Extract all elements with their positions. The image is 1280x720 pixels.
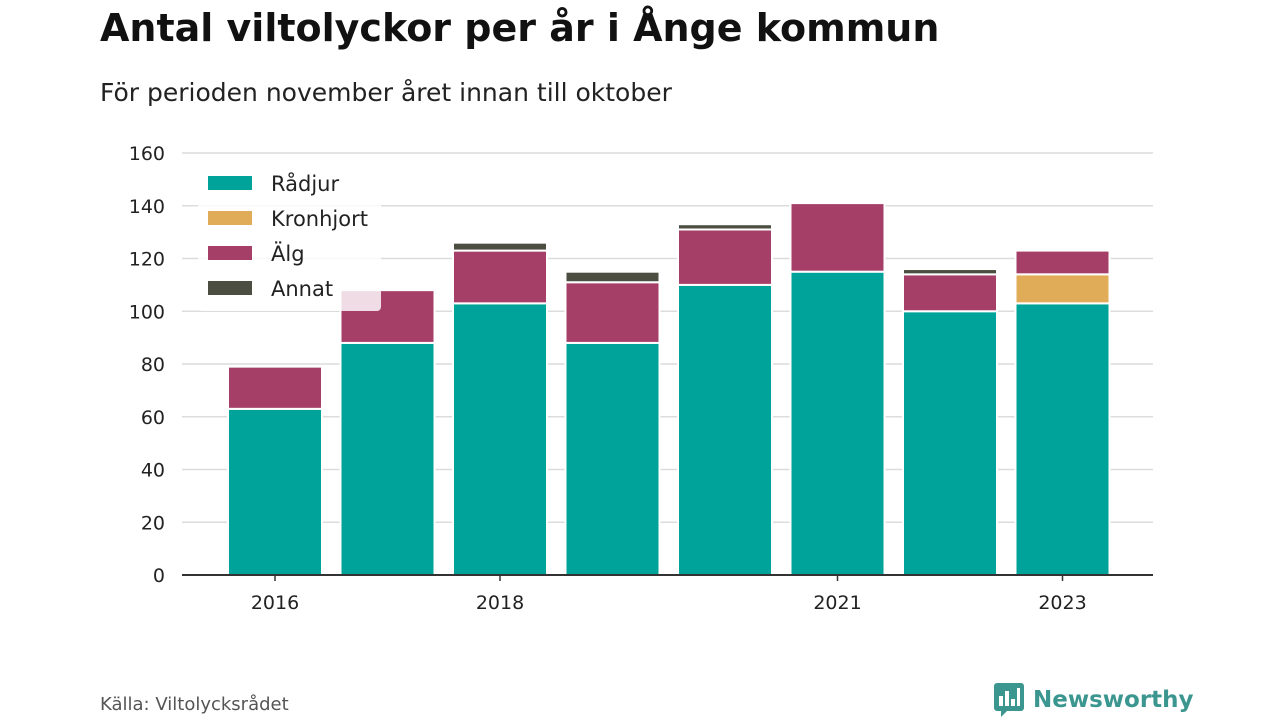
legend-label: Älg [271, 241, 305, 266]
legend-label: Kronhjort [271, 207, 368, 231]
source-note: Källa: Viltolycksrådet [100, 694, 289, 715]
bar-segment-rådjur [452, 302, 548, 576]
bar-segment-älg [902, 273, 998, 313]
bar-segment-älg [677, 228, 773, 286]
bar-segment-rådjur [564, 341, 661, 576]
x-tick-label: 2016 [251, 592, 299, 614]
bar-segment-kronhjort [1014, 273, 1111, 305]
bar-segment-annat [452, 241, 548, 252]
y-tick-label: 100 [129, 301, 165, 323]
y-tick-label: 60 [141, 407, 165, 429]
x-axis-ticks: 2016 2018 2021 2023 [251, 575, 1087, 614]
legend-swatch-älg [208, 246, 252, 260]
bar-segment-rådjur [902, 310, 998, 576]
y-tick-label: 0 [153, 565, 165, 587]
chart-title: Antal viltolyckor per år i Ånge kommun [100, 6, 940, 50]
y-tick-label: 80 [141, 354, 165, 376]
legend-swatch-rådjur [208, 176, 252, 190]
x-tick-label: 2023 [1038, 592, 1086, 614]
bar-segment-annat [564, 270, 661, 284]
legend: Rådjur Kronhjort Älg Annat [198, 163, 381, 311]
y-axis-ticks: 0 20 40 60 80 100 120 140 160 [129, 143, 165, 587]
legend-swatch-kronhjort [208, 211, 252, 225]
bar-segment-rådjur [1014, 302, 1111, 576]
x-tick-label: 2018 [476, 592, 524, 614]
bar-segment-älg [789, 202, 886, 273]
brand-name: Newsworthy [1033, 687, 1194, 713]
legend-label: Rådjur [271, 171, 339, 196]
bar-chart-bubble-icon [994, 683, 1024, 717]
brand-logo: Newsworthy [994, 683, 1194, 717]
bar-segment-älg [564, 281, 661, 344]
bar-segment-älg [1014, 249, 1111, 276]
bar-segment-annat [677, 223, 773, 231]
bar-segment-rådjur [677, 283, 773, 576]
y-tick-label: 40 [141, 460, 165, 482]
bar-segment-älg [452, 249, 548, 305]
bar-segment-rådjur [339, 341, 436, 576]
x-tick-label: 2021 [813, 592, 861, 614]
stacked-bar-chart: 0 20 40 60 80 100 120 140 160 2016 2018 2021 2023 R… [129, 143, 1153, 614]
bar-segment-annat [902, 268, 998, 276]
bars [227, 202, 1111, 576]
bar-segment-älg [227, 365, 323, 410]
legend-swatch-annat [208, 281, 252, 295]
bar-segment-rådjur [789, 270, 886, 576]
y-tick-label: 20 [141, 512, 165, 534]
y-tick-label: 140 [129, 196, 165, 218]
bar-segment-rådjur [227, 407, 323, 576]
chart-subtitle: För perioden november året innan till ok… [100, 78, 672, 107]
legend-label: Annat [271, 277, 333, 301]
y-tick-label: 120 [129, 249, 165, 271]
y-tick-label: 160 [129, 143, 165, 165]
legend-box [198, 163, 381, 311]
